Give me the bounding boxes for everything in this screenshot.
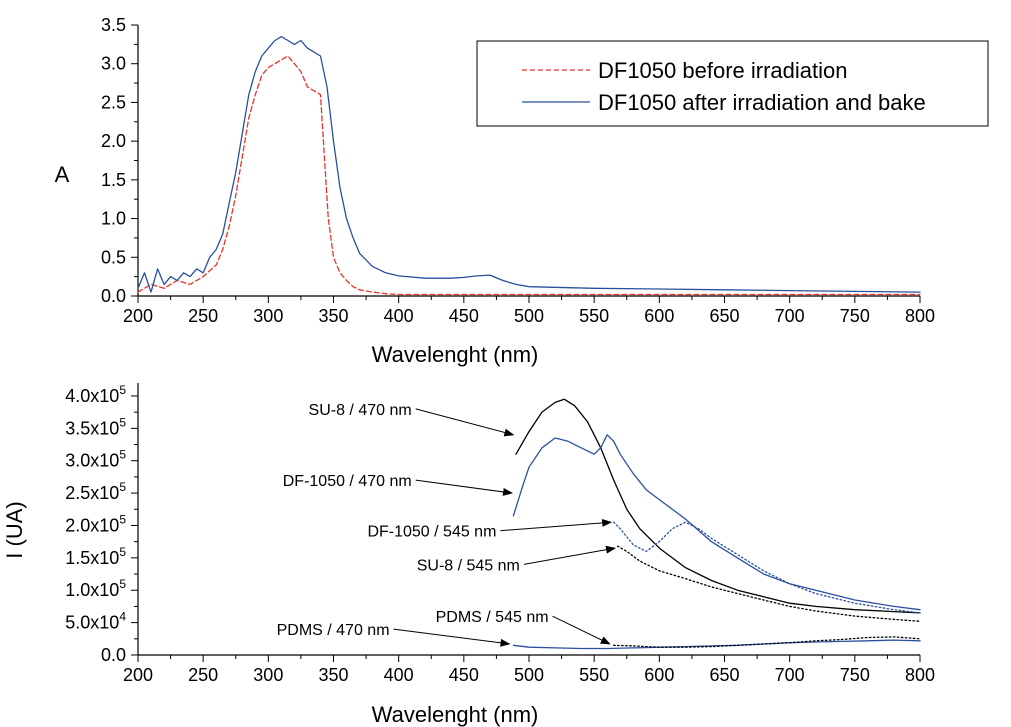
- x-tick-label: 350: [318, 665, 348, 685]
- legend-label-after: DF1050 after irradiation and bake: [598, 90, 926, 115]
- bottom-x-axis-title: Wavelenght (nm): [372, 702, 539, 727]
- x-tick-label: 200: [123, 665, 153, 685]
- legend: DF1050 before irradiation DF1050 after i…: [476, 40, 989, 127]
- y-tick-label: 1.5x105: [65, 545, 126, 568]
- y-tick-label: 0.5: [101, 247, 126, 267]
- x-tick-label: 650: [709, 306, 739, 326]
- bottom-annotations: SU-8 / 470 nm DF-1050 / 470 nm DF-1050 / 5…: [277, 402, 617, 647]
- x-tick-label: 700: [775, 306, 805, 326]
- x-tick-label: 400: [384, 665, 414, 685]
- x-tick-label: 600: [644, 665, 674, 685]
- y-tick-label: 0.0: [101, 286, 126, 306]
- y-tick-label: 1.0: [101, 209, 126, 229]
- absorbance-panel: 200 250 300 350 400 450 500 550 600 650 700 750 800 0…: [55, 15, 989, 367]
- x-tick-label: 200: [123, 306, 153, 326]
- y-tick-label: 2.0x105: [65, 512, 126, 535]
- x-tick-label: 500: [514, 306, 544, 326]
- y-tick-label: 3.5x105: [65, 415, 126, 438]
- annotation-arrow-4: [393, 628, 511, 647]
- series-line-0: [137, 55, 921, 296]
- x-tick-label: 600: [644, 306, 674, 326]
- bottom-y-axis-title: I (UA): [2, 501, 27, 558]
- x-tick-label: 500: [514, 665, 544, 685]
- y-tick-label: 2.0: [101, 131, 126, 151]
- x-tick-label: 450: [449, 306, 479, 326]
- series-line-4: [512, 639, 921, 650]
- top-series-group: [137, 35, 921, 296]
- series-line-2: [613, 521, 921, 614]
- y-tick-label: 1.0x105: [65, 577, 126, 600]
- annotation-arrow-3: [523, 545, 617, 565]
- x-tick-label: 800: [905, 306, 935, 326]
- annotation-label-3: SU-8 / 545 nm: [417, 557, 520, 574]
- series-line-5: [613, 636, 921, 648]
- y-tick-label: 0.0: [101, 645, 126, 665]
- x-tick-label: 300: [253, 306, 283, 326]
- x-tick-label: 400: [384, 306, 414, 326]
- y-tick-label: 2.5x105: [65, 480, 126, 503]
- bottom-series-group: [512, 398, 921, 650]
- x-tick-label: 650: [709, 665, 739, 685]
- annotation-label-4: PDMS / 470 nm: [277, 622, 390, 639]
- x-tick-label: 800: [905, 665, 935, 685]
- legend-label-before: DF1050 before irradiation: [598, 58, 847, 83]
- annotation-label-1: DF-1050 / 470 nm: [283, 473, 412, 490]
- bottom-axes: 200 250 300 350 400 450 500 550 600 650 700 750 800 0…: [65, 383, 935, 685]
- x-tick-label: 550: [579, 306, 609, 326]
- y-tick-label: 3.0: [101, 54, 126, 74]
- top-axes: 200 250 300 350 400 450 500 550 600 650 700 750 800 0…: [101, 15, 935, 326]
- annotation-label-5: PDMS / 545 nm: [436, 609, 549, 626]
- annotation-arrow-1: [415, 479, 514, 496]
- x-tick-label: 300: [253, 665, 283, 685]
- top-x-axis-title: Wavelenght (nm): [372, 342, 539, 367]
- annotation-label-2: DF-1050 / 545 nm: [367, 524, 496, 541]
- y-tick-label: 3.5: [101, 15, 126, 35]
- y-tick-label: 4.0x105: [65, 383, 126, 406]
- series-line-1: [137, 35, 921, 293]
- x-tick-label: 450: [449, 665, 479, 685]
- annotation-arrow-2: [500, 518, 613, 532]
- x-tick-label: 250: [188, 306, 218, 326]
- series-line-0: [515, 398, 921, 614]
- y-tick-label: 1.5: [101, 170, 126, 190]
- x-tick-label: 750: [840, 306, 870, 326]
- series-line-1: [512, 434, 921, 611]
- series-line-3: [616, 545, 921, 622]
- intensity-panel: 200 250 300 350 400 450 500 550 600 650 700 750 800 0…: [2, 383, 935, 727]
- top-y-axis-title: A: [55, 162, 70, 187]
- y-tick-label: 2.5: [101, 92, 126, 112]
- x-tick-label: 550: [579, 665, 609, 685]
- x-tick-label: 700: [775, 665, 805, 685]
- annotation-arrow-0: [415, 408, 515, 437]
- annotation-label-0: SU-8 / 470 nm: [309, 402, 412, 419]
- annotation-arrow-5: [552, 615, 611, 645]
- x-tick-label: 250: [188, 665, 218, 685]
- y-tick-label: 5.0x104: [65, 610, 126, 633]
- legend-box: [476, 40, 989, 127]
- y-tick-label: 3.0x105: [65, 448, 126, 471]
- x-tick-label: 350: [318, 306, 348, 326]
- x-tick-label: 750: [840, 665, 870, 685]
